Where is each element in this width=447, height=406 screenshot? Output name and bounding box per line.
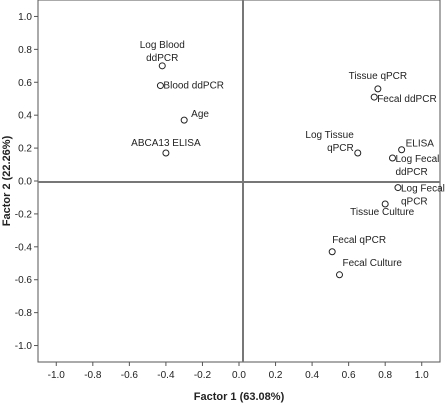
- data-point: [162, 149, 170, 157]
- data-point: [156, 82, 164, 90]
- point-label: Tissue qPCR: [349, 71, 408, 82]
- x-tick-label: 0.0: [232, 370, 246, 381]
- point-label: ddPCR: [146, 53, 178, 64]
- point-label: ELISA: [406, 139, 435, 150]
- y-tick-label: -0.4: [15, 242, 33, 253]
- data-point: [370, 93, 378, 101]
- point-label: Fecal ddPCR: [377, 94, 436, 105]
- x-tick-label: 1.0: [415, 370, 429, 381]
- y-tick-label: -0.6: [15, 275, 33, 286]
- data-point: [354, 149, 362, 157]
- point-label: Fecal Culture: [343, 258, 403, 269]
- y-tick-label: 0.0: [18, 177, 32, 188]
- data-point: [394, 184, 402, 192]
- point-label: Log Fecal: [395, 154, 439, 165]
- y-tick-label: -0.2: [15, 209, 33, 220]
- data-points: Log Blood ddPCR Blood ddPCR Age ABCA13 ELISA…: [131, 40, 445, 279]
- y-tick-label: 1.0: [18, 12, 32, 23]
- y-tick-label: 0.4: [18, 111, 32, 122]
- y-tick-label: 0.8: [18, 45, 32, 56]
- data-point: [180, 116, 188, 124]
- point-label: Log Fecal: [401, 184, 445, 195]
- data-point: [398, 146, 406, 154]
- data-point: [388, 154, 396, 162]
- y-tick-label: 0.6: [18, 78, 32, 89]
- point-label: Tissue Culture: [350, 207, 415, 218]
- y-tick-label: -1.0: [15, 341, 33, 352]
- point-label: Blood ddPCR: [163, 81, 224, 92]
- axis-ticks: -1.0 -0.8 -0.6 -0.4 -0.2 0.0 0.2 0.4 0.6 0.8 1.0 1.…: [15, 12, 429, 381]
- y-axis-title: Factor 2 (22.26%): [1, 135, 13, 226]
- point-label: Age: [191, 109, 209, 120]
- x-tick-label: -0.2: [194, 370, 212, 381]
- data-point: [381, 200, 389, 208]
- y-tick-label: -0.8: [15, 308, 33, 319]
- data-point: [336, 271, 343, 279]
- x-tick-label: -0.4: [157, 370, 175, 381]
- x-tick-label: 0.4: [305, 370, 319, 381]
- point-label: ddPCR: [395, 167, 427, 178]
- x-tick-label: -0.6: [121, 370, 139, 381]
- point-label: Log Tissue: [305, 130, 354, 141]
- data-point: [328, 248, 336, 256]
- x-tick-label: 0.8: [378, 370, 392, 381]
- point-label: Log Blood: [140, 40, 185, 51]
- x-tick-label: -1.0: [48, 370, 66, 381]
- data-point: [374, 85, 382, 93]
- point-label: ABCA13 ELISA: [131, 138, 201, 149]
- x-tick-label: 0.6: [342, 370, 356, 381]
- x-tick-label: -0.8: [84, 370, 102, 381]
- point-label: qPCR: [401, 197, 428, 208]
- point-label: Fecal qPCR: [332, 235, 386, 246]
- x-axis-title: Factor 1 (63.08%): [194, 391, 285, 403]
- data-point: [158, 62, 166, 70]
- y-tick-label: 0.2: [18, 144, 32, 155]
- point-label: qPCR: [327, 143, 354, 154]
- x-tick-label: 0.2: [269, 370, 283, 381]
